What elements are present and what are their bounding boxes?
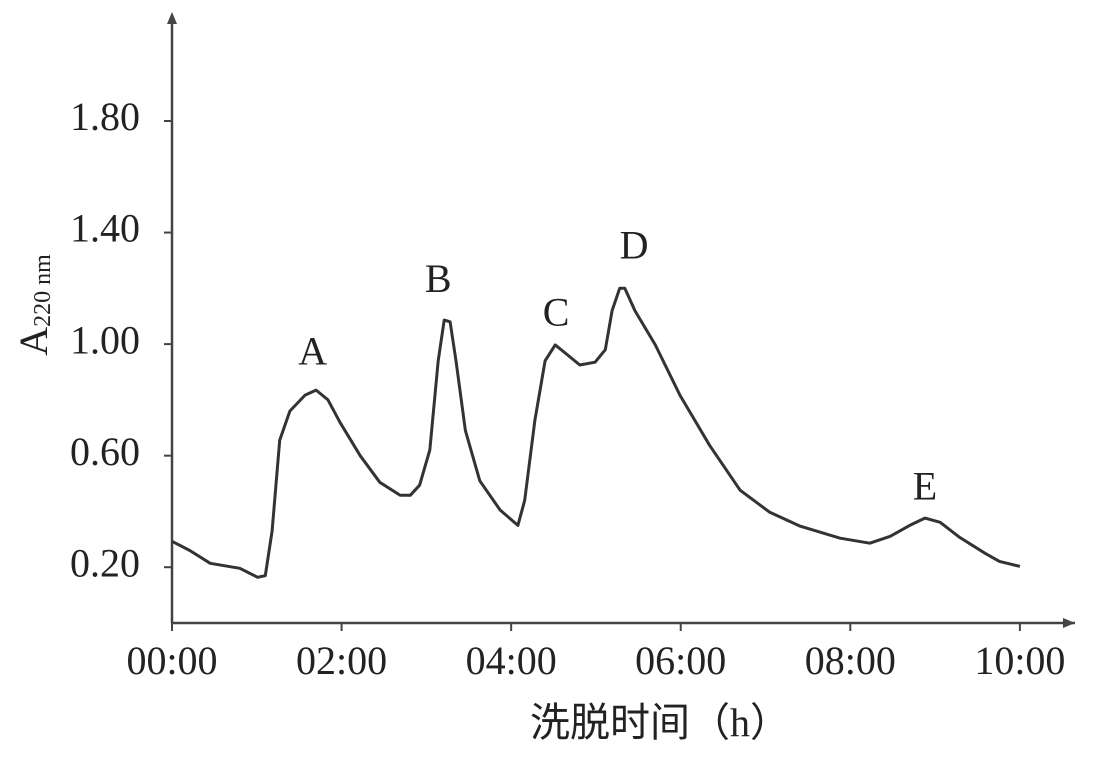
x-tick-label: 04:00 [466, 638, 557, 683]
annotation: D [620, 222, 649, 267]
y-tick-label: 1.00 [70, 317, 140, 362]
x-axis-label: 洗脱时间（h） [530, 700, 790, 745]
x-tick-label: 06:00 [635, 638, 726, 683]
y-tick-label: 1.80 [70, 94, 140, 139]
x-tick-label: 00:00 [126, 638, 217, 683]
page: 洗脱时间（h） A220 nm 0.200.601.001.401.8000:0… [0, 0, 1099, 768]
y-axis-label: A220 nm [11, 254, 56, 356]
y-tick-label: 0.60 [70, 429, 140, 474]
y-axis-arrow [167, 12, 177, 24]
y-tick-label: 1.40 [70, 206, 140, 251]
y-tick-label: 0.20 [70, 540, 140, 585]
x-tick-label: 08:00 [805, 638, 896, 683]
y-axis-label-main: A [11, 327, 56, 356]
y-axis-label-sub: 220 nm [30, 254, 56, 327]
chart: 洗脱时间（h） A220 nm 0.200.601.001.401.8000:0… [0, 0, 1099, 768]
x-tick-label: 10:00 [974, 638, 1065, 683]
x-tick-label: 02:00 [296, 638, 387, 683]
annotation: B [425, 256, 452, 301]
annotation: E [913, 464, 937, 509]
x-axis-arrow [1063, 618, 1075, 628]
annotation: C [543, 289, 570, 334]
annotation: A [298, 328, 327, 373]
